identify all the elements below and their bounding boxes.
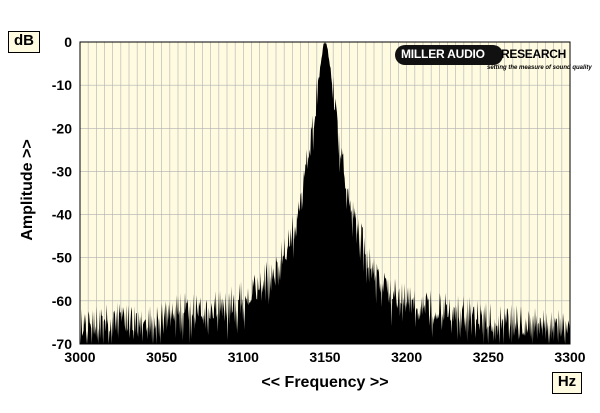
brand-logo: MILLER AUDIO RESEARCH setting the measur… <box>395 45 592 75</box>
x-tick-labels: 3000 3050 3100 3150 3200 3250 3300 <box>64 349 585 365</box>
y-axis-title: Amplitude >> <box>19 139 36 241</box>
logo-brand-part2: RESEARCH <box>501 47 566 61</box>
y-tick-labels: 0 -10 -20 -30 -40 -50 -60 -70 <box>52 34 72 352</box>
y-tick-label: -70 <box>52 336 72 352</box>
y-tick-label: 0 <box>64 34 72 50</box>
y-tick-label: -20 <box>52 120 72 136</box>
x-tick-label: 3000 <box>64 349 95 365</box>
logo-tagline: setting the measure of sound quality <box>487 65 592 71</box>
y-tick-label: -10 <box>52 77 72 93</box>
plot-frame <box>79 41 571 345</box>
x-tick-label: 3300 <box>554 349 585 365</box>
x-tick-label: 3150 <box>309 349 340 365</box>
y-unit-label: dB <box>8 31 40 53</box>
x-tick-label: 3250 <box>473 349 504 365</box>
x-tick-label: 3200 <box>391 349 422 365</box>
y-tick-label: -60 <box>52 293 72 309</box>
x-tick-label: 3050 <box>146 349 177 365</box>
y-tick-label: -50 <box>52 250 72 266</box>
y-tick-label: -30 <box>52 163 72 179</box>
x-axis-title: << Frequency >> <box>261 374 389 391</box>
spectrum-fill <box>80 42 570 344</box>
logo-brand-part1: MILLER AUDIO <box>401 47 485 61</box>
y-tick-label: -40 <box>52 207 72 223</box>
x-unit-label: Hz <box>552 372 582 394</box>
x-tick-label: 3100 <box>228 349 259 365</box>
logo-pill <box>395 45 503 65</box>
